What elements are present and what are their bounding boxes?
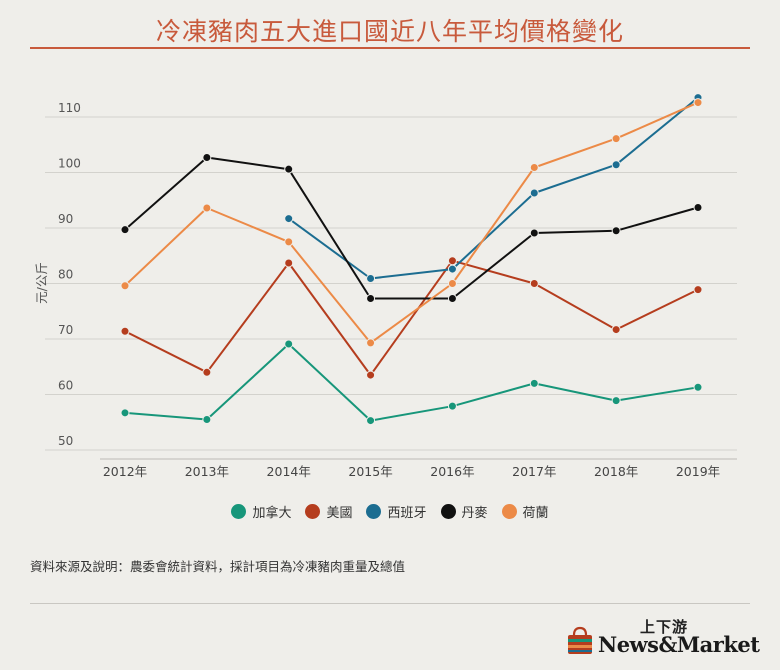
data-point: [529, 188, 539, 198]
legend-label: 荷蘭: [522, 506, 549, 521]
legend-swatch: [366, 504, 382, 519]
footer-divider: [30, 603, 750, 604]
data-point: [284, 339, 294, 349]
x-tick-label: 2013年: [185, 464, 229, 479]
data-point: [447, 256, 457, 266]
series-line: [124, 259, 699, 377]
source-note: 資料來源及說明：農委會統計資料，採計項目為冷凍豬肉重量及總值: [30, 559, 406, 574]
x-tick-label: 2019年: [676, 464, 720, 479]
y-tick-label: 60: [58, 379, 73, 393]
y-tick-label: 90: [58, 212, 73, 226]
data-point: [366, 274, 376, 284]
series-line: [124, 343, 699, 422]
legend-item: 西班牙: [366, 502, 427, 521]
data-point: [284, 237, 294, 247]
legend-item: 加拿大: [231, 502, 291, 521]
legend-item: 美國: [305, 502, 352, 521]
brand-logo: 上下游 News&Market: [562, 616, 760, 660]
y-tick-label: 110: [58, 101, 81, 115]
series-line: [124, 156, 699, 300]
y-tick-label: 50: [58, 434, 73, 448]
data-point: [529, 228, 539, 238]
data-point: [366, 370, 376, 380]
data-point: [120, 281, 130, 291]
legend-swatch: [305, 504, 321, 519]
y-axis-label: 元/公斤: [34, 262, 49, 304]
legend-swatch: [501, 504, 517, 519]
data-point: [611, 325, 621, 335]
data-point: [202, 367, 212, 377]
x-tick-label: 2014年: [267, 464, 311, 479]
data-point: [120, 225, 130, 235]
chart-legend: 加拿大 美國 西班牙 丹麥 荷蘭: [0, 502, 780, 521]
data-point: [284, 164, 294, 174]
legend-item: 丹麥: [440, 502, 488, 521]
data-point: [447, 401, 457, 411]
x-tick-label: 2017年: [512, 464, 556, 479]
data-point: [611, 226, 621, 236]
legend-label: 西班牙: [387, 506, 427, 521]
line-chart: 50 60 70 80 90 100 110 2012年 2013年 2014年 2015年 2016…: [34, 93, 737, 479]
y-tick-label: 70: [58, 323, 73, 337]
data-point: [529, 378, 539, 388]
x-tick-label: 2018年: [594, 464, 638, 479]
data-point: [202, 414, 212, 424]
series-line: [124, 101, 699, 344]
data-point: [366, 293, 376, 303]
legend-swatch: [231, 504, 247, 519]
legend-label: 丹麥: [461, 506, 488, 521]
legend-label: 美國: [326, 506, 353, 521]
x-tick-label: 2015年: [348, 464, 392, 479]
data-point: [529, 279, 539, 288]
data-point: [447, 293, 457, 303]
x-tick-label: 2016年: [430, 464, 474, 479]
title-underline: [30, 47, 750, 49]
y-tick-label: 100: [58, 157, 81, 171]
data-point: [693, 98, 703, 108]
data-point: [611, 134, 621, 144]
data-point: [693, 285, 703, 295]
chart-title: 冷凍豬肉五大進口國近八年平均價格變化: [155, 17, 624, 46]
logo-english-text: News&Market: [598, 632, 760, 657]
data-point: [611, 160, 621, 170]
series-line: [288, 96, 699, 280]
data-point: [284, 214, 294, 224]
data-point: [120, 326, 130, 336]
data-point: [120, 408, 130, 418]
data-point: [693, 202, 703, 212]
data-point: [447, 279, 457, 288]
logo-chinese-text: 上下游: [640, 618, 689, 636]
data-point: [693, 382, 703, 392]
data-point: [202, 153, 212, 163]
legend-swatch: [440, 504, 456, 519]
data-point: [529, 163, 539, 173]
y-tick-label: 80: [58, 268, 73, 282]
legend-label: 加拿大: [252, 506, 292, 521]
data-point: [202, 203, 212, 213]
data-point: [284, 258, 294, 268]
data-point: [366, 416, 376, 426]
legend-item: 荷蘭: [501, 502, 549, 521]
basket-icon: [568, 626, 592, 654]
data-point: [366, 338, 376, 348]
data-point: [447, 264, 457, 274]
x-tick-label: 2012年: [103, 464, 147, 479]
data-point: [611, 396, 621, 406]
